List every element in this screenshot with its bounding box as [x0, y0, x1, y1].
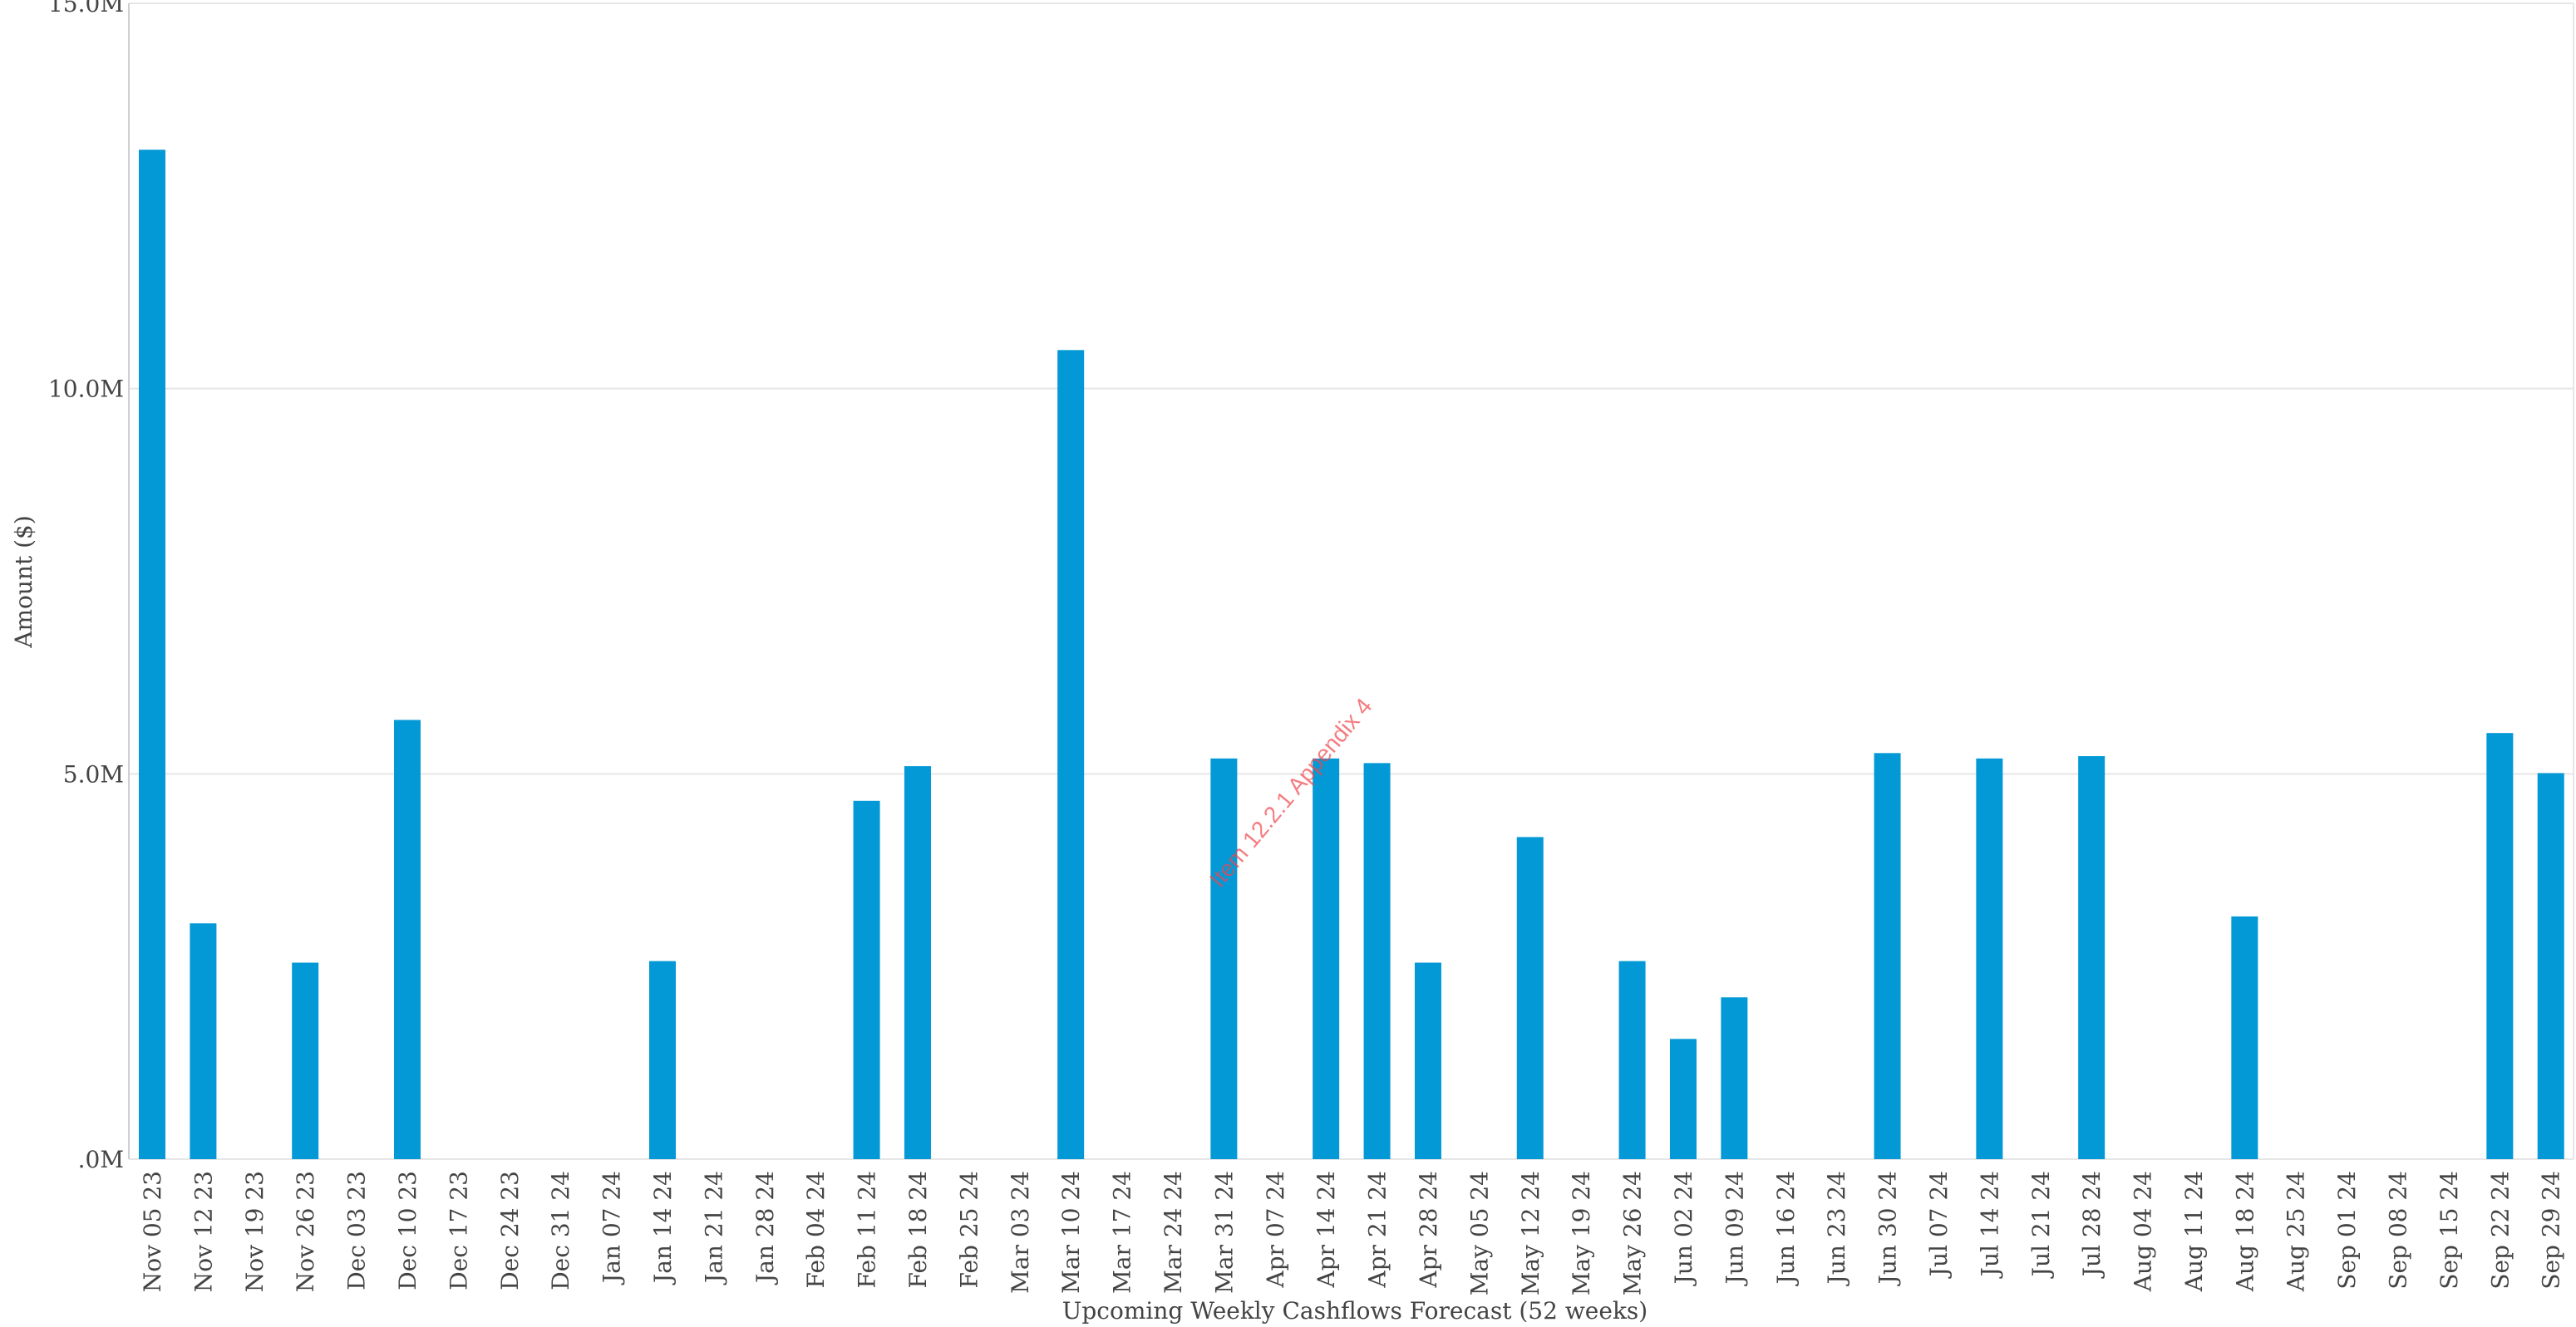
- bar: [2231, 916, 2258, 1159]
- x-tick-label: Dec 24 23: [496, 1171, 524, 1290]
- x-tick-label: Mar 10 24: [1057, 1171, 1085, 1294]
- x-tick-label: Jan 21 24: [700, 1171, 727, 1285]
- x-tick-label: Jun 30 24: [1874, 1171, 1902, 1286]
- x-tick-label: Jun 09 24: [1721, 1171, 1748, 1286]
- x-tick-label: Feb 18 24: [904, 1171, 932, 1288]
- bar: [2078, 756, 2106, 1159]
- x-tick-label: Jun 23 24: [1823, 1171, 1850, 1286]
- bar: [1057, 350, 1085, 1159]
- bar: [393, 720, 421, 1159]
- x-tick-label: Nov 12 23: [190, 1171, 217, 1292]
- x-tick-label: Sep 15 24: [2436, 1171, 2463, 1290]
- x-tick-label: Dec 10 23: [394, 1171, 421, 1290]
- x-tick-label: Dec 31 24: [547, 1171, 574, 1290]
- y-tick-label: 5.0M: [63, 760, 124, 788]
- x-tick-label: Jan 07 24: [598, 1171, 626, 1285]
- x-tick-label: Jun 16 24: [1772, 1171, 1800, 1286]
- bar: [1313, 758, 1340, 1159]
- x-axis-title: Upcoming Weekly Cashflows Forecast (52 w…: [1062, 1297, 1648, 1325]
- x-tick-label: Jul 28 24: [2078, 1171, 2106, 1279]
- y-tick-label: 15.0M: [48, 0, 124, 17]
- x-tick-label: Sep 29 24: [2538, 1171, 2565, 1290]
- x-tick-label: Aug 25 24: [2283, 1171, 2310, 1292]
- x-tick-label: Dec 17 23: [445, 1171, 472, 1290]
- bar: [1721, 997, 1748, 1159]
- x-tick-label: Sep 08 24: [2385, 1171, 2412, 1290]
- bar: [1669, 1039, 1697, 1159]
- x-tick-label: Apr 21 24: [1364, 1171, 1391, 1289]
- x-tick-label: Aug 11 24: [2180, 1171, 2208, 1292]
- x-tick-label: Jul 07 24: [1925, 1171, 1953, 1279]
- bar: [2537, 773, 2564, 1159]
- x-tick-label: Sep 01 24: [2333, 1171, 2361, 1290]
- x-tick-label: Feb 04 24: [802, 1171, 830, 1288]
- bar: [1976, 758, 2003, 1159]
- x-tick-label: Dec 03 23: [343, 1171, 371, 1290]
- y-tick-label: .0M: [78, 1146, 124, 1173]
- bar: [139, 150, 165, 1159]
- x-tick-label: Feb 25 24: [955, 1171, 983, 1288]
- x-tick-label: May 26 24: [1619, 1171, 1647, 1295]
- x-tick-label: Apr 14 24: [1313, 1171, 1340, 1289]
- bar: [1516, 837, 1544, 1159]
- y-tick-label: 10.0M: [48, 376, 124, 403]
- bar: [1363, 763, 1391, 1159]
- x-tick-label: Nov 05 23: [139, 1171, 166, 1292]
- x-tick-label: Jul 21 24: [2027, 1171, 2055, 1279]
- x-tick-label: Mar 31 24: [1210, 1171, 1238, 1294]
- x-tick-label: Sep 22 24: [2486, 1171, 2514, 1290]
- x-tick-label: Aug 04 24: [2130, 1171, 2157, 1292]
- x-tick-label: Nov 26 23: [292, 1171, 319, 1292]
- x-tick-label: Jan 28 24: [751, 1171, 779, 1285]
- x-tick-label: Jul 14 24: [1976, 1171, 2003, 1279]
- x-tick-label: Aug 18 24: [2231, 1171, 2258, 1292]
- bar: [1618, 961, 1646, 1159]
- bar: [648, 961, 676, 1159]
- x-tick-label: Mar 03 24: [1007, 1171, 1034, 1294]
- bar: [1210, 758, 1238, 1159]
- x-tick-label: Mar 24 24: [1160, 1171, 1187, 1294]
- x-tick-label: Jan 14 24: [649, 1171, 677, 1285]
- x-tick-label: Mar 17 24: [1109, 1171, 1136, 1294]
- x-tick-label: Apr 28 24: [1415, 1171, 1442, 1289]
- x-tick-label: Nov 19 23: [241, 1171, 268, 1292]
- bar: [1874, 753, 1901, 1159]
- bar: [1414, 962, 1441, 1159]
- bar: [2486, 733, 2514, 1159]
- x-tick-label: Jun 02 24: [1670, 1171, 1697, 1286]
- x-tick-label: May 05 24: [1465, 1171, 1493, 1295]
- bar: [853, 800, 880, 1159]
- y-axis-title: Amount ($): [10, 515, 37, 649]
- bar: [190, 923, 217, 1159]
- x-tick-label: Feb 11 24: [854, 1171, 881, 1288]
- x-tick-label: May 12 24: [1517, 1171, 1544, 1295]
- bar: [292, 962, 319, 1159]
- x-tick-label: Apr 07 24: [1262, 1171, 1289, 1289]
- bar: [904, 766, 931, 1159]
- x-tick-label: May 19 24: [1568, 1171, 1595, 1295]
